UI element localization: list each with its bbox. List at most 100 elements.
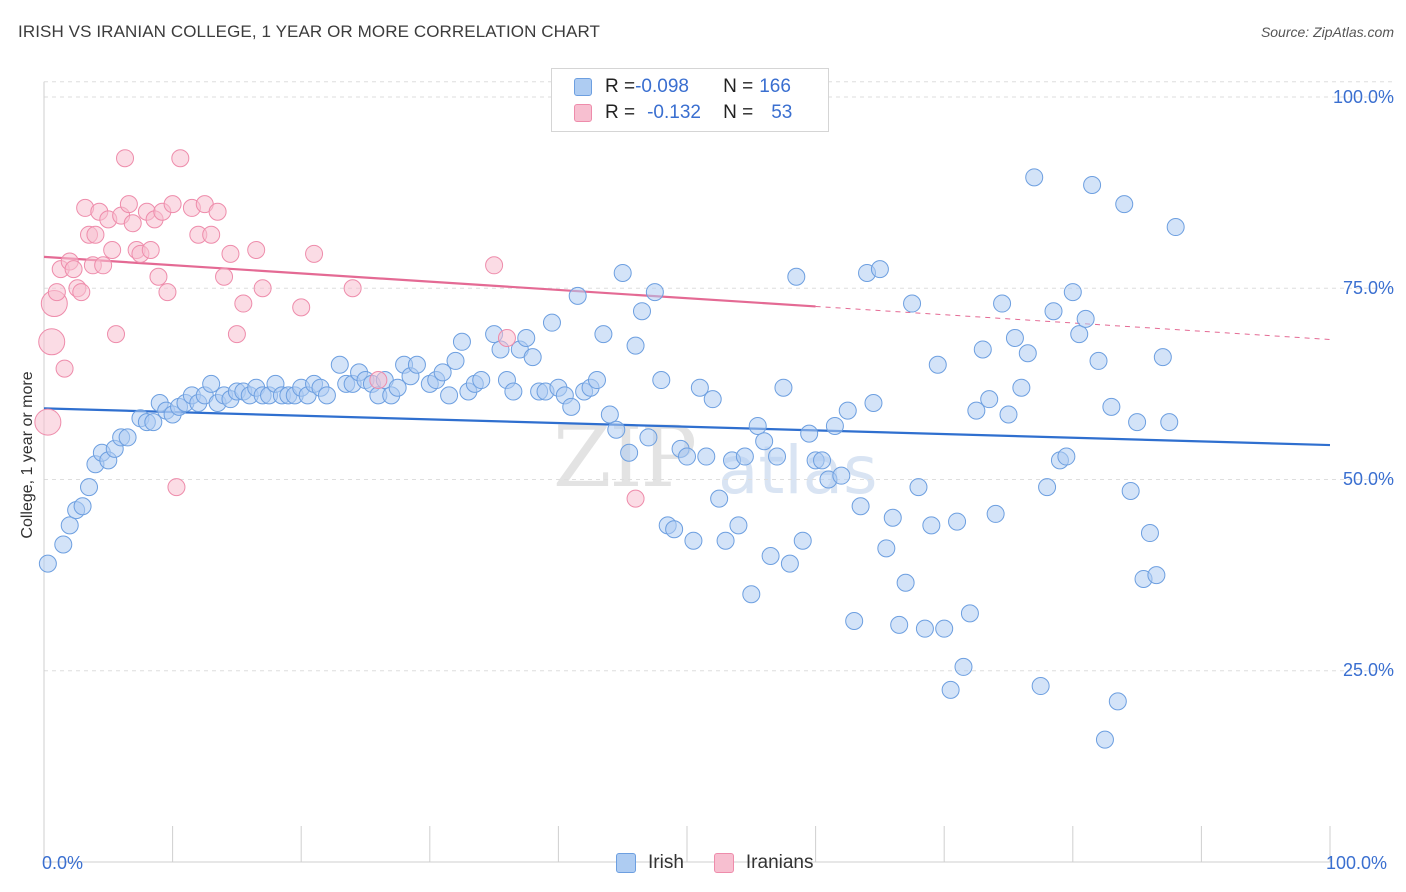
data-points [34, 84, 1185, 749]
irish-point [1012, 378, 1031, 397]
legend-n-value-irish: 166 [759, 76, 791, 97]
irish-point [144, 413, 163, 432]
irish-point [446, 351, 465, 370]
irish-point [1031, 677, 1050, 696]
iranians-point [247, 241, 266, 259]
irish-point [1038, 478, 1057, 497]
iranians-point [94, 256, 113, 275]
irish-point [980, 390, 999, 409]
irish-point [38, 554, 57, 573]
iranians-point [86, 225, 105, 244]
irish-point [1076, 309, 1095, 328]
irish-point [388, 378, 407, 397]
iranians-point [103, 241, 122, 259]
iranians-point [47, 283, 66, 302]
irish-point [768, 447, 787, 466]
irish-point [735, 447, 754, 466]
x-tick-label-100: 100.0% [1326, 853, 1388, 873]
irish-point [317, 386, 336, 405]
irish-point [703, 390, 722, 409]
irish-point [755, 432, 774, 451]
legend-n-value-iranians: 53 [771, 102, 793, 123]
irish-point [587, 371, 606, 390]
legend-n-label: N = [723, 102, 754, 123]
irish-point [1063, 283, 1082, 302]
irish-point [845, 612, 864, 631]
iranians-point [234, 294, 253, 313]
irish-point [710, 489, 729, 508]
irish-point [684, 531, 703, 550]
irish-point [742, 585, 761, 604]
irish-point [1147, 566, 1166, 585]
iranians-swatch-icon [574, 104, 592, 122]
irish-point [999, 405, 1018, 424]
source-credit: Source: ZipAtlas.com [1260, 24, 1394, 40]
iranians-point [107, 325, 126, 344]
gridlines [44, 81, 1392, 672]
iranians-point [485, 256, 504, 275]
irish-point [1095, 730, 1114, 749]
irish-point [1166, 218, 1185, 237]
irish-point [832, 466, 851, 485]
irish-point [1121, 481, 1140, 500]
irish-point [748, 416, 767, 435]
irish-point [504, 382, 523, 401]
legend-box: R = -0.098 N = 166 R = -0.132 N = 53 [551, 68, 829, 132]
iranians-point [55, 359, 74, 378]
irish-point [838, 401, 857, 420]
iranians-point [72, 283, 91, 302]
irish-point [697, 447, 716, 466]
irish-point [652, 371, 671, 390]
iranians-point [208, 202, 227, 221]
irish-point [452, 332, 471, 351]
irish-point [407, 355, 426, 374]
irish-point [1108, 692, 1127, 711]
irish-point [870, 260, 889, 279]
irish-point [813, 451, 832, 470]
irish-point [825, 416, 844, 435]
iranians-point [123, 214, 142, 233]
irish-point [433, 363, 452, 382]
irish-point [890, 615, 909, 634]
irish-point [73, 497, 92, 516]
irish-point [1025, 168, 1044, 187]
irish-point [678, 447, 696, 466]
legend-label-irish: Irish [648, 852, 684, 873]
irish-point [729, 516, 748, 535]
iranians-point [163, 195, 182, 214]
iranians-swatch-icon [713, 853, 734, 873]
trend-lines [43, 255, 1331, 447]
irish-point [922, 516, 941, 535]
irish-point [941, 680, 960, 699]
irish-point [774, 378, 793, 397]
iranians-point [292, 298, 311, 317]
iranians-point [149, 267, 168, 286]
irish-point [928, 355, 947, 374]
iranians-trend-line [43, 255, 816, 308]
y-tick-label-100: 100.0% [1332, 87, 1394, 107]
irish-point [877, 539, 896, 558]
iranians-point [497, 328, 516, 347]
irish-point [960, 604, 979, 623]
irish-point [1057, 447, 1076, 466]
iranians-point [171, 149, 190, 168]
y-tick-label-75: 75.0% [1342, 278, 1394, 298]
chart-title: IRISH VS IRANIAN COLLEGE, 1 YEAR OR MORE… [18, 22, 601, 41]
irish-point [54, 535, 73, 554]
irish-point [787, 267, 806, 286]
iranians-point [626, 489, 645, 508]
irish-trend-line [43, 407, 1331, 447]
legend-label-iranians: Iranians [745, 852, 814, 873]
legend-r-label: R = [605, 102, 636, 123]
irish-point [594, 325, 613, 344]
bottom-legend: Irish Iranians [616, 852, 844, 874]
watermark-atlas: atlas [718, 432, 878, 509]
iranians-point [221, 244, 240, 263]
irish-point [330, 355, 349, 374]
irish-point [626, 336, 645, 355]
y-tick-label-50: 50.0% [1342, 469, 1394, 489]
iranians-point [38, 328, 66, 356]
irish-point [607, 420, 626, 439]
axes [43, 81, 1331, 863]
